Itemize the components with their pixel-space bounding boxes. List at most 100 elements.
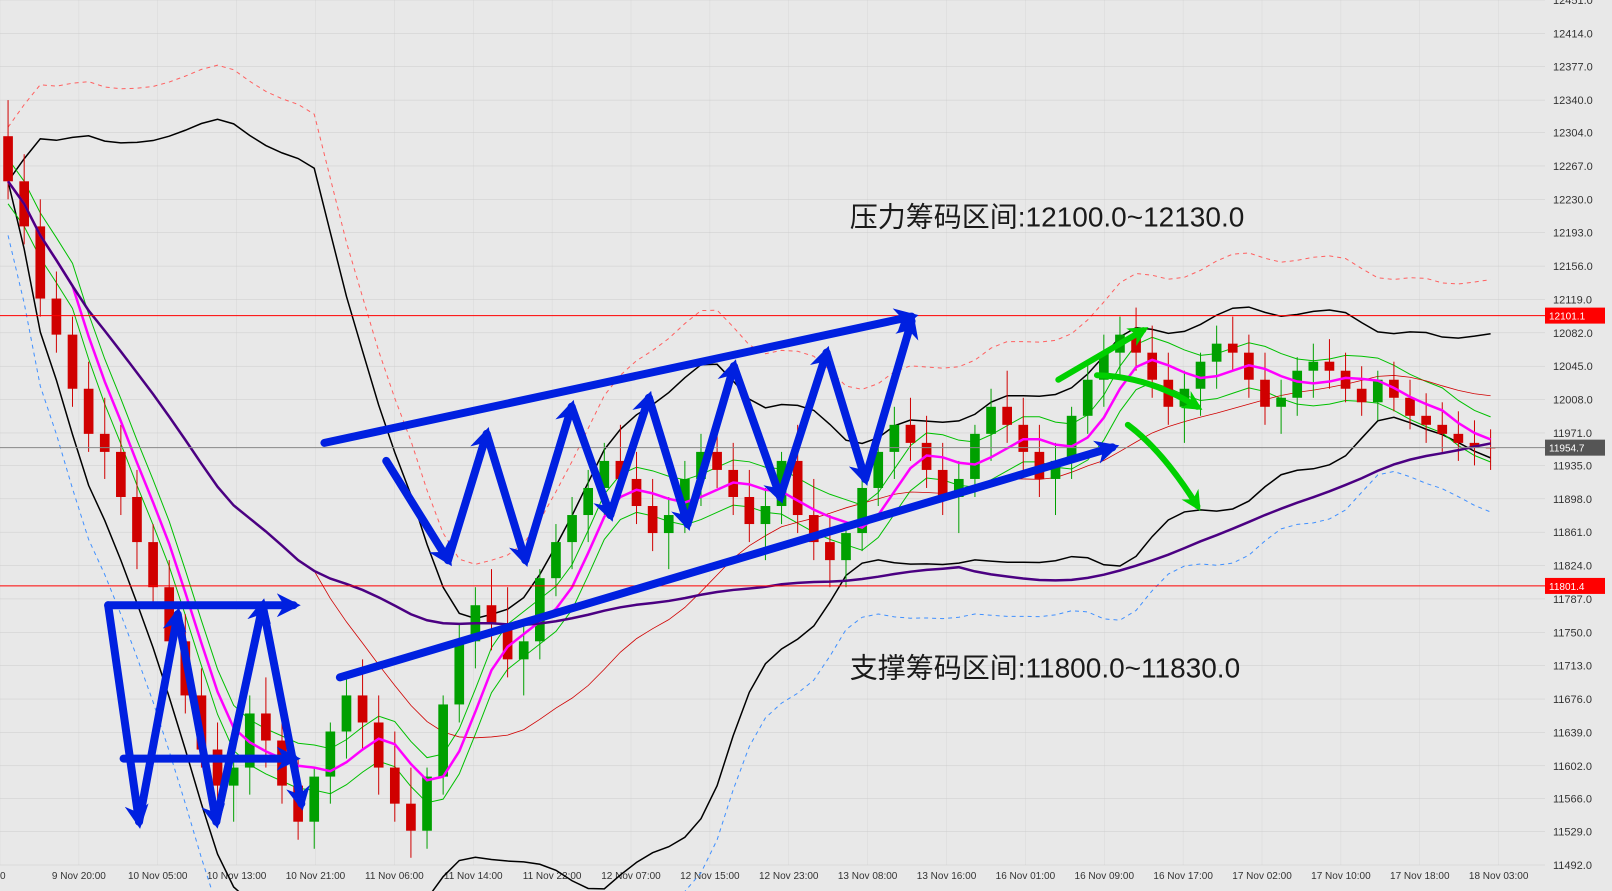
candle — [277, 741, 287, 786]
y-tick-label: 11639.0 — [1553, 727, 1592, 739]
candle — [970, 434, 980, 479]
candle — [664, 515, 674, 533]
y-tick-label: 11566.0 — [1553, 793, 1592, 805]
candle — [906, 425, 916, 443]
candle — [1308, 362, 1318, 371]
annotation-label: 支撑筹码区间:11800.0~11830.0 — [850, 652, 1240, 683]
y-tick-label: 12377.0 — [1553, 62, 1593, 74]
x-tick-label: 12 Nov 15:00 — [680, 871, 740, 882]
price-marker: 11954.7 — [1549, 444, 1585, 455]
candle — [406, 804, 416, 831]
candle — [1405, 398, 1415, 416]
candle — [1437, 425, 1447, 434]
y-tick-label: 12304.0 — [1553, 128, 1593, 140]
candle — [825, 542, 835, 560]
y-tick-label: 11492.0 — [1553, 860, 1592, 872]
price-marker: 12101.1 — [1549, 312, 1586, 323]
candle — [132, 497, 142, 542]
y-tick-label: 12082.0 — [1553, 328, 1593, 340]
candle — [454, 641, 464, 704]
candle — [761, 506, 771, 524]
candle — [519, 641, 529, 659]
candle — [358, 695, 368, 722]
x-tick-label: 18 Nov 03:00 — [1469, 871, 1529, 882]
price-marker: 11801.4 — [1549, 582, 1585, 593]
candle — [841, 533, 851, 560]
candle — [309, 777, 319, 822]
x-tick-label: 10 Nov 05:00 — [128, 871, 188, 882]
candle — [1421, 416, 1431, 425]
candle — [1083, 380, 1093, 416]
x-tick-label: 11 Nov 14:00 — [444, 871, 503, 882]
x-tick-label: 10 Nov 13:00 — [207, 871, 267, 882]
x-tick-label: 13 Nov 16:00 — [917, 871, 977, 882]
y-tick-label: 11750.0 — [1553, 627, 1592, 639]
chart-svg: 11492.0 11529.0 11566.0 11602.0 11639.0 11676… — [0, 0, 1612, 891]
y-tick-label: 12414.0 — [1553, 28, 1593, 40]
y-tick-label: 12340.0 — [1553, 95, 1593, 107]
y-tick-label: 12156.0 — [1553, 261, 1593, 273]
y-tick-label: 11602.0 — [1553, 761, 1592, 773]
candle — [535, 578, 545, 641]
candle — [342, 695, 352, 731]
x-tick-label: 17 Nov 10:00 — [1311, 871, 1371, 882]
candle — [648, 506, 658, 533]
x-tick-label: 16 Nov 17:00 — [1153, 871, 1213, 882]
x-tick-label: 10 Nov 21:00 — [286, 871, 346, 882]
candle — [567, 515, 577, 542]
candle — [551, 542, 561, 578]
candle — [3, 136, 13, 181]
candle — [1228, 344, 1238, 353]
candle — [52, 299, 62, 335]
x-tick-label: 11 Nov 06:00 — [365, 871, 424, 882]
x-tick-label: 16 Nov 01:00 — [996, 871, 1056, 882]
candle — [793, 461, 803, 515]
y-tick-label: 12193.0 — [1553, 228, 1593, 240]
y-tick-label: 11861.0 — [1553, 527, 1592, 539]
y-tick-label: 11529.0 — [1553, 827, 1592, 839]
annotation-label: 压力筹码区间:12100.0~12130.0 — [850, 201, 1245, 232]
y-tick-label: 11713.0 — [1553, 661, 1592, 673]
x-tick-label: 00 — [0, 871, 6, 882]
trading-chart: 11492.0 11529.0 11566.0 11602.0 11639.0 11676… — [0, 0, 1612, 891]
y-tick-label: 12267.0 — [1553, 161, 1593, 173]
x-tick-label: 9 Nov 20:00 — [52, 871, 106, 882]
candle — [583, 488, 593, 515]
candle — [148, 542, 158, 587]
y-tick-label: 12451.0 — [1553, 0, 1593, 7]
candle — [1212, 344, 1222, 362]
candle — [390, 768, 400, 804]
x-tick-label: 13 Nov 08:00 — [838, 871, 898, 882]
candle — [374, 722, 384, 767]
y-tick-label: 11935.0 — [1553, 460, 1592, 472]
x-tick-label: 11 Nov 22:00 — [523, 871, 582, 882]
candle — [712, 452, 722, 470]
candle — [438, 704, 448, 776]
candle — [1002, 407, 1012, 425]
y-tick-label: 11787.0 — [1553, 594, 1592, 606]
candle — [1196, 362, 1206, 389]
x-tick-label: 17 Nov 02:00 — [1232, 871, 1292, 882]
candle — [1357, 389, 1367, 403]
y-tick-label: 12230.0 — [1553, 194, 1593, 206]
x-tick-label: 12 Nov 07:00 — [601, 871, 661, 882]
candle — [1260, 380, 1270, 407]
y-tick-label: 11676.0 — [1553, 694, 1592, 706]
candle — [84, 389, 94, 434]
candle — [986, 407, 996, 434]
x-tick-label: 16 Nov 09:00 — [1075, 871, 1135, 882]
candle — [100, 434, 110, 452]
candle — [422, 777, 432, 831]
candle — [1325, 362, 1335, 371]
candle — [1292, 371, 1302, 398]
y-tick-label: 12119.0 — [1553, 294, 1592, 306]
candle — [487, 605, 497, 623]
y-tick-label: 11824.0 — [1553, 561, 1592, 573]
candle — [116, 452, 126, 497]
y-tick-label: 12008.0 — [1553, 395, 1593, 407]
candle — [744, 497, 754, 524]
candle — [1276, 398, 1286, 407]
candle — [1454, 434, 1464, 443]
x-tick-label: 17 Nov 18:00 — [1390, 871, 1450, 882]
y-tick-label: 11971.0 — [1553, 428, 1592, 440]
